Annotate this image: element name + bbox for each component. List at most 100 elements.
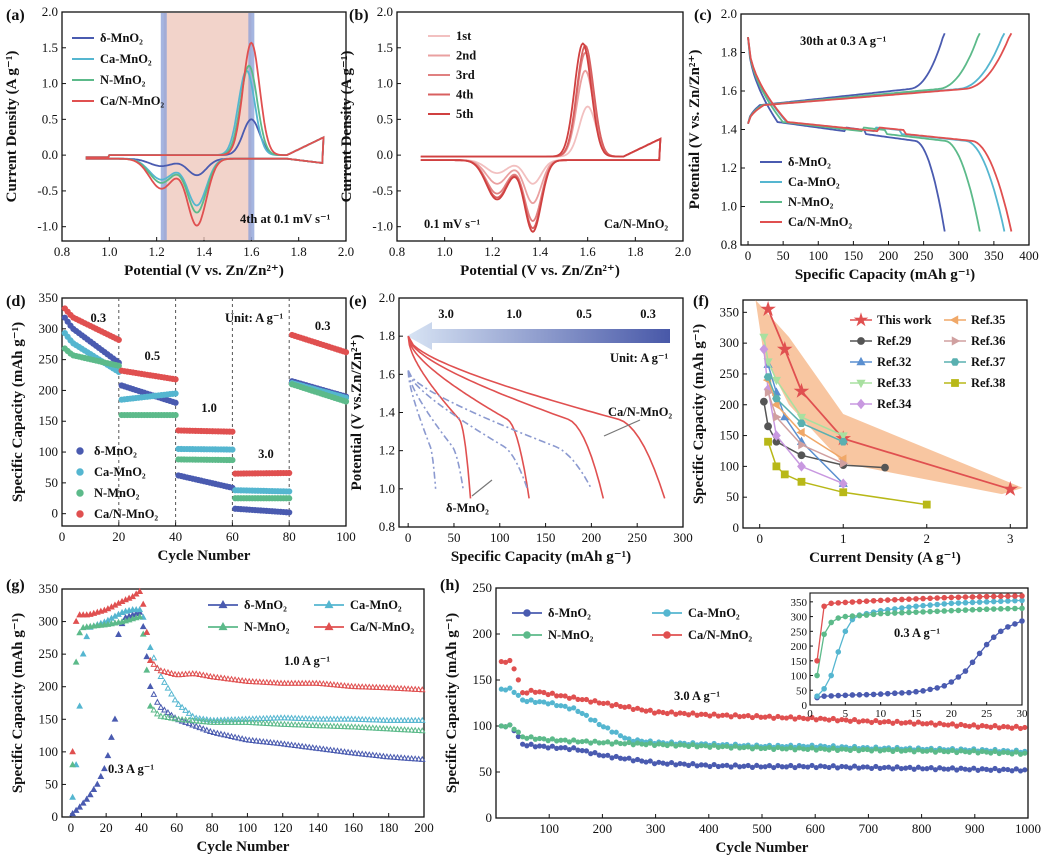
y-tick-label: 50	[45, 776, 58, 791]
data-point	[962, 766, 968, 772]
data-point	[758, 745, 764, 752]
data-point	[115, 362, 122, 369]
y-axis-label: Specific Capacity (mAh g⁻¹)	[10, 613, 26, 793]
data-point	[630, 706, 636, 713]
data-point	[334, 747, 341, 754]
y-tick-label: 1.5	[42, 40, 58, 55]
data-point	[507, 685, 513, 691]
legend-marker	[663, 631, 671, 639]
data-point	[380, 752, 387, 759]
data-point	[507, 657, 513, 664]
data-point	[758, 764, 764, 770]
data-point	[793, 382, 810, 398]
legend-item: δ-MnO₂	[760, 155, 831, 169]
data-point	[319, 680, 327, 687]
data-point	[830, 745, 836, 751]
legend-label: N-MnO₂	[788, 195, 834, 209]
data-point	[881, 719, 887, 725]
data-point	[136, 613, 144, 620]
data-point	[394, 716, 401, 723]
inset-data-point	[934, 601, 941, 608]
data-point	[217, 730, 225, 737]
data-point	[337, 722, 345, 729]
legend-item: Ref.32	[850, 355, 911, 369]
data-point	[302, 715, 310, 722]
y-tick-label: 1.4	[721, 122, 738, 137]
data-point	[520, 697, 526, 703]
inset-x-tick-label: 10	[875, 708, 887, 720]
data-point	[920, 766, 926, 772]
data-point	[348, 715, 355, 722]
data-point	[86, 791, 94, 798]
data-point	[877, 719, 883, 726]
data-point	[617, 755, 624, 761]
data-point	[528, 741, 534, 747]
legend-item: Ca-MnO₂	[314, 598, 402, 612]
inset-data-point	[983, 599, 990, 605]
y-tick-label: 1.2	[721, 160, 737, 175]
data-point	[362, 683, 370, 690]
data-point	[566, 746, 573, 753]
data-point	[838, 438, 848, 446]
data-point	[245, 715, 253, 722]
legend-label: 5th	[456, 107, 473, 121]
y-tick-label: 200	[39, 679, 59, 694]
data-point	[298, 721, 306, 728]
data-point	[571, 745, 577, 751]
data-point	[319, 745, 327, 752]
x-tick-label: 2.0	[338, 244, 354, 259]
legend-item: 1st	[428, 29, 472, 43]
inset-data-point	[1012, 621, 1018, 627]
pointer-line	[471, 479, 493, 497]
annotation: 3.0 A g⁻¹	[674, 689, 720, 703]
data-point	[720, 712, 726, 718]
x-tick-label: 50	[447, 530, 460, 545]
data-point	[796, 413, 807, 423]
data-point	[252, 678, 260, 685]
data-point	[288, 721, 295, 728]
inset-data-point	[870, 597, 877, 604]
data-point	[319, 715, 327, 722]
data-point	[588, 699, 594, 705]
panel-f: 0 1 2 3 0 50 100 150 200 250 300 350 Current Density…	[691, 299, 1028, 566]
data-point	[83, 632, 91, 640]
data-point	[79, 799, 87, 806]
data-point	[175, 671, 182, 678]
data-point	[643, 759, 649, 765]
data-point	[626, 755, 632, 761]
data-point	[157, 667, 165, 674]
data-point	[822, 746, 828, 752]
data-point	[298, 679, 306, 686]
data-point	[656, 709, 662, 715]
data-point	[911, 749, 917, 755]
x-tick-label: 80	[283, 529, 296, 544]
data-point	[851, 745, 858, 752]
y-tick-label: 1.0	[42, 76, 58, 91]
inset-data-point	[990, 593, 997, 600]
data-point	[877, 748, 883, 754]
data-point	[724, 743, 730, 749]
y-tick-label: 250	[720, 366, 740, 381]
data-point	[288, 741, 295, 748]
data-point	[502, 687, 509, 693]
data-point	[298, 742, 306, 749]
inset-data-point	[877, 597, 884, 604]
data-point	[228, 716, 235, 723]
data-point	[323, 715, 331, 722]
legend-label: Ca-MnO₂	[350, 598, 402, 612]
data-point	[404, 685, 412, 692]
data-point	[877, 765, 883, 771]
data-point	[1017, 768, 1024, 774]
data-point	[860, 764, 866, 770]
data-point	[235, 676, 242, 683]
data-point	[164, 713, 172, 720]
data-point	[549, 743, 555, 749]
data-point	[813, 764, 819, 771]
data-point	[316, 745, 324, 752]
data-point	[826, 747, 832, 753]
legend-marker	[857, 337, 865, 345]
inset-data-point	[892, 690, 898, 697]
data-point	[685, 743, 692, 749]
legend-marker	[523, 631, 531, 639]
data-point	[238, 677, 246, 684]
